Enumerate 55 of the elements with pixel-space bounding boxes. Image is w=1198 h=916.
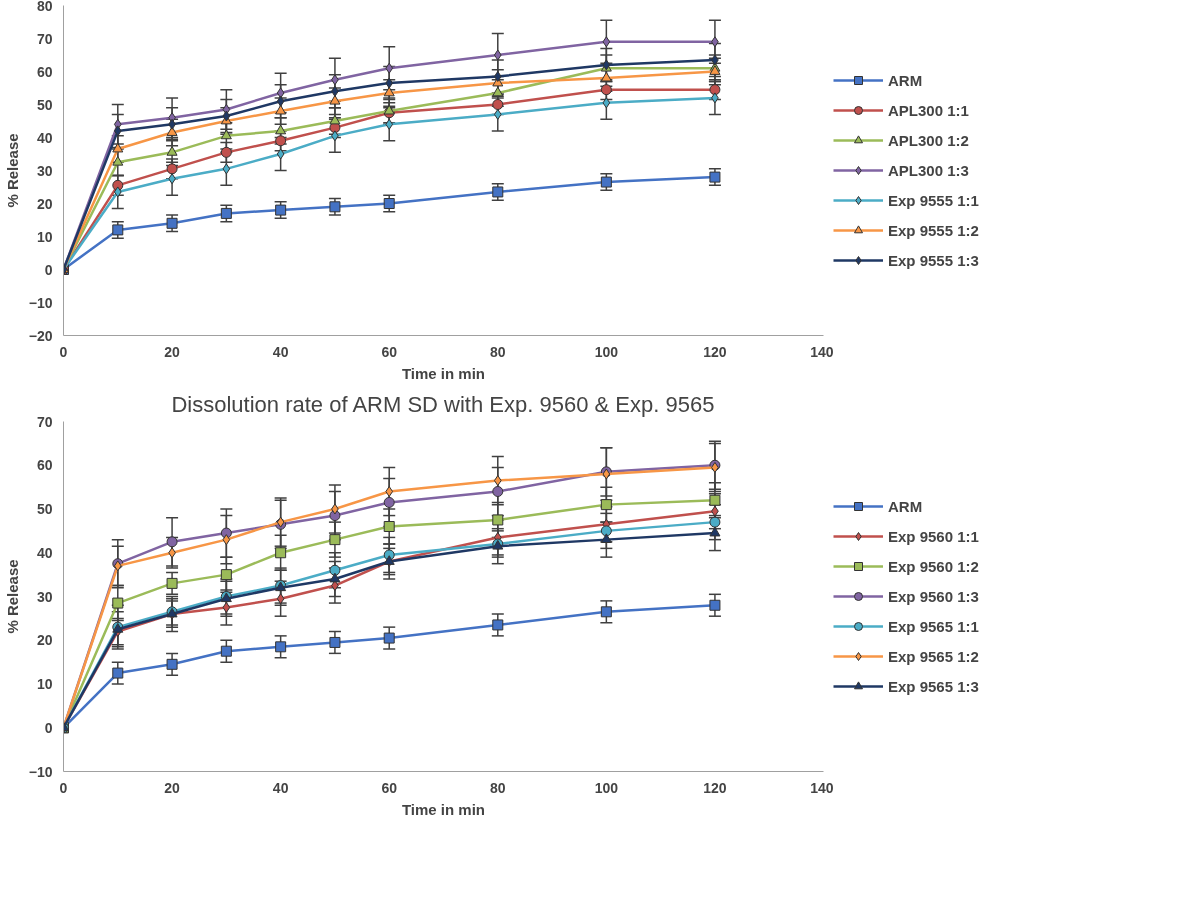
y-tick-label: 80 [36,0,53,14]
legend-label: Exp 9560 1:3 [888,587,979,605]
x-tick-label: 40 [272,779,289,796]
legend-label: ARM [888,497,923,515]
legend-label: Exp 9560 1:2 [888,557,979,575]
x-tick-label: 0 [59,779,68,796]
y-tick-label: 50 [36,501,53,517]
x-tick-label: 60 [381,779,398,796]
x-tick-label: 100 [594,343,619,360]
legend-label: Exp 9565 1:1 [888,617,979,635]
x-tick-label: 0 [59,343,68,360]
legend-label: ARM [888,71,923,89]
legend-label: APL300 1:1 [888,101,969,119]
x-tick-label: 40 [272,343,289,360]
x-tick-label: 20 [164,343,181,360]
legend-label: Exp 9555 1:3 [888,251,979,269]
y-tick-label: 60 [36,63,53,80]
y-tick-label: 40 [36,544,53,561]
y-tick-label: 50 [36,96,53,113]
y-tick-label: −10 [28,763,53,780]
y-tick-label: 70 [36,30,53,47]
y-tick-label: 0 [44,261,53,278]
x-tick-label: 100 [594,779,619,796]
y-axis-title: % Release [3,559,21,634]
x-tick-label: 140 [810,779,834,796]
y-tick-label: 30 [36,588,53,605]
y-tick-label: 60 [36,457,53,474]
y-tick-label: 30 [36,162,53,179]
y-tick-label: 20 [36,195,53,212]
x-tick-label: 120 [703,779,727,796]
x-axis-title: Time in min [401,800,486,818]
legend-label: Exp 9565 1:3 [888,677,979,695]
legend-label: Exp 9560 1:1 [888,527,979,545]
x-tick-label: 80 [490,343,506,360]
legend-label: APL300 1:3 [888,161,969,179]
y-tick-label: 10 [36,228,53,245]
x-tick-label: 120 [703,343,727,360]
y-tick-label: 70 [36,413,53,430]
y-tick-label: 20 [36,632,53,649]
y-axis-title: % Release [3,133,21,208]
x-tick-label: 60 [381,343,398,360]
y-tick-label: 10 [36,676,53,692]
y-tick-label: −10 [28,294,53,311]
y-tick-label: 40 [36,129,53,146]
x-axis-title: Time in min [401,364,486,382]
y-tick-label: −20 [28,327,53,344]
legend-label: Exp 9555 1:2 [888,221,979,239]
legend-label: Exp 9555 1:1 [888,191,979,209]
legend-label: APL300 1:2 [888,131,969,149]
y-tick-label: 0 [44,719,53,736]
x-tick-label: 80 [490,779,506,796]
x-tick-label: 140 [810,343,834,360]
legend-label: Exp 9565 1:2 [888,647,979,665]
x-tick-label: 20 [164,779,181,796]
chart-title: Dissolution rate of ARM SD with Exp. 9560 & Exp. 9565 [171,391,715,417]
